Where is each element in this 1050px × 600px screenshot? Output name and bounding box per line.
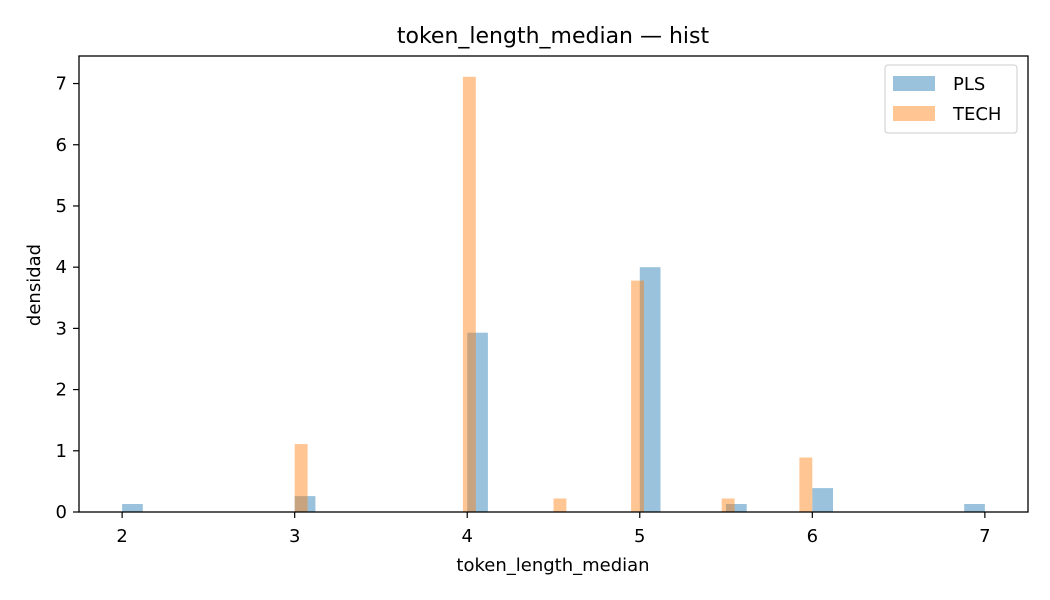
legend-swatch-pls [893,76,935,91]
legend-swatch-tech [893,106,935,121]
plot-frame [78,55,1029,513]
x-axis-label: token_length_median [456,555,649,576]
x-tick-label: 7 [979,526,990,547]
y-axis: 0 1 2 3 4 5 6 7 [56,74,79,523]
bar-tech-1 [462,76,476,513]
bar-tech-2 [553,498,567,512]
y-tick-label: 3 [56,318,67,339]
y-tick-label: 4 [56,257,67,278]
y-tick-label: 2 [56,380,67,401]
bar-tech-0 [294,444,308,512]
legend-label-tech: TECH [952,104,1001,125]
bar-pls-3 [639,267,661,512]
bar-pls-6 [964,504,985,512]
bar-pls-5 [812,488,833,512]
bar-pls-2 [467,332,488,512]
bar-pls-4 [726,504,747,512]
x-axis: 2 3 4 5 6 7 [116,512,991,547]
y-axis-label: densidad [24,244,45,326]
bar-pls-1 [294,496,316,512]
y-tick-label: 6 [56,135,67,156]
legend-frame [884,64,1018,134]
y-tick-label: 1 [56,441,67,462]
plot-area [122,76,985,513]
bar-tech-5 [799,457,813,512]
x-tick-label: 5 [634,526,645,547]
x-tick-label: 4 [462,526,473,547]
bar-pls-0 [122,504,143,512]
y-tick-label: 0 [56,502,67,523]
y-tick-label: 7 [56,74,67,95]
legend-label-pls: PLS [953,74,985,95]
x-tick-label: 2 [116,526,127,547]
y-tick-label: 5 [56,196,67,217]
x-tick-label: 6 [807,526,818,547]
chart-title: token_length_median — hist [397,24,710,49]
x-tick-label: 3 [289,526,300,547]
bar-tech-3 [631,280,644,512]
legend: PLS TECH [884,64,1018,134]
bar-tech-4 [721,498,735,512]
